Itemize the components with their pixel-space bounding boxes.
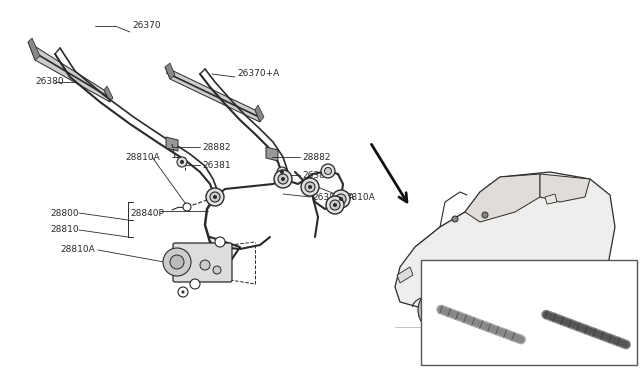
- Text: (DRIVER): (DRIVER): [562, 292, 600, 301]
- Circle shape: [301, 178, 319, 196]
- Text: 28810: 28810: [50, 225, 79, 234]
- Text: REFILL-WIPER BLADE: REFILL-WIPER BLADE: [429, 266, 523, 275]
- Circle shape: [213, 195, 217, 199]
- Polygon shape: [28, 38, 40, 60]
- Polygon shape: [165, 67, 260, 122]
- FancyBboxPatch shape: [173, 243, 232, 282]
- Text: 28810A: 28810A: [125, 153, 160, 161]
- Text: 28810A: 28810A: [60, 246, 95, 254]
- Circle shape: [213, 266, 221, 274]
- Circle shape: [548, 288, 592, 332]
- Text: 26373M: 26373M: [564, 282, 598, 291]
- Text: 26381: 26381: [302, 170, 331, 180]
- Circle shape: [178, 287, 188, 297]
- Text: (ASSIST): (ASSIST): [453, 290, 489, 299]
- Polygon shape: [266, 147, 278, 161]
- Circle shape: [280, 170, 284, 174]
- Circle shape: [180, 160, 184, 164]
- Text: 28810A: 28810A: [340, 192, 375, 202]
- Text: 28840P: 28840P: [130, 209, 164, 218]
- Circle shape: [452, 216, 458, 222]
- Text: 26370: 26370: [132, 22, 161, 31]
- Polygon shape: [165, 63, 175, 79]
- Polygon shape: [395, 172, 615, 312]
- Text: 26381: 26381: [202, 160, 230, 170]
- Circle shape: [321, 164, 335, 178]
- Text: J28800BL: J28800BL: [565, 350, 607, 359]
- Circle shape: [182, 291, 184, 294]
- Circle shape: [170, 255, 184, 269]
- Text: 28800: 28800: [50, 208, 79, 218]
- Polygon shape: [104, 86, 113, 102]
- Circle shape: [308, 185, 312, 189]
- Circle shape: [190, 279, 200, 289]
- Circle shape: [432, 302, 448, 318]
- Circle shape: [326, 196, 344, 214]
- Circle shape: [200, 260, 210, 270]
- Circle shape: [332, 190, 350, 208]
- Circle shape: [215, 237, 225, 247]
- Bar: [421, 260, 637, 365]
- Polygon shape: [397, 267, 413, 283]
- Polygon shape: [465, 174, 540, 222]
- Circle shape: [418, 288, 462, 332]
- Circle shape: [278, 174, 288, 184]
- Circle shape: [274, 170, 292, 188]
- Text: 28882: 28882: [202, 142, 230, 151]
- Circle shape: [482, 212, 488, 218]
- Circle shape: [183, 203, 191, 211]
- Circle shape: [277, 167, 287, 177]
- Polygon shape: [255, 105, 264, 122]
- Polygon shape: [28, 42, 110, 102]
- Text: 26380: 26380: [35, 77, 63, 87]
- Circle shape: [324, 167, 332, 174]
- Circle shape: [281, 177, 285, 181]
- Circle shape: [330, 200, 340, 210]
- Polygon shape: [545, 194, 557, 204]
- Text: 26373P: 26373P: [455, 280, 487, 289]
- Circle shape: [163, 248, 191, 276]
- Polygon shape: [540, 174, 590, 202]
- Text: J28800BL: J28800BL: [560, 346, 600, 355]
- Polygon shape: [166, 137, 178, 151]
- Circle shape: [305, 182, 315, 192]
- Circle shape: [210, 192, 220, 202]
- Circle shape: [336, 194, 346, 204]
- Circle shape: [206, 188, 224, 206]
- Text: 26370+A: 26370+A: [237, 70, 279, 78]
- Circle shape: [562, 302, 578, 318]
- Circle shape: [177, 157, 187, 167]
- Text: 26380+A: 26380+A: [312, 192, 355, 202]
- Circle shape: [333, 203, 337, 207]
- Circle shape: [339, 197, 343, 201]
- Text: 28882: 28882: [302, 153, 330, 161]
